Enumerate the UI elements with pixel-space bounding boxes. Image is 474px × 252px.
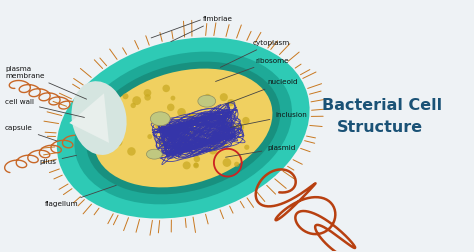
Ellipse shape	[144, 89, 151, 97]
Ellipse shape	[225, 119, 231, 126]
Ellipse shape	[220, 93, 228, 101]
Ellipse shape	[160, 141, 168, 149]
Ellipse shape	[236, 123, 244, 131]
Text: plasmid: plasmid	[226, 145, 296, 157]
Ellipse shape	[223, 158, 231, 167]
Ellipse shape	[218, 133, 225, 141]
Ellipse shape	[146, 149, 162, 159]
Ellipse shape	[234, 162, 239, 167]
Ellipse shape	[150, 112, 170, 126]
Ellipse shape	[177, 108, 186, 117]
Ellipse shape	[204, 94, 211, 101]
Text: fimbriae: fimbriae	[171, 16, 233, 42]
Ellipse shape	[189, 127, 197, 135]
Ellipse shape	[209, 146, 218, 154]
Ellipse shape	[171, 96, 175, 101]
Ellipse shape	[145, 94, 151, 101]
Ellipse shape	[157, 138, 165, 145]
Ellipse shape	[198, 95, 216, 107]
Ellipse shape	[182, 161, 191, 169]
Ellipse shape	[167, 104, 174, 111]
Ellipse shape	[155, 121, 164, 130]
Ellipse shape	[180, 136, 189, 144]
Ellipse shape	[242, 117, 250, 124]
Ellipse shape	[162, 138, 170, 145]
Text: pilus: pilus	[40, 155, 76, 165]
Polygon shape	[69, 93, 109, 143]
Text: flagellum: flagellum	[45, 185, 116, 207]
Ellipse shape	[193, 163, 198, 167]
Ellipse shape	[244, 145, 249, 150]
Ellipse shape	[74, 52, 292, 204]
Ellipse shape	[193, 163, 199, 168]
Text: Bacterial Cell: Bacterial Cell	[322, 98, 442, 113]
Text: inclusion: inclusion	[230, 112, 307, 128]
Ellipse shape	[57, 38, 310, 218]
Ellipse shape	[189, 113, 196, 121]
Ellipse shape	[189, 113, 194, 118]
Text: Structure: Structure	[337, 120, 423, 136]
Text: capsule: capsule	[5, 125, 57, 141]
Ellipse shape	[163, 85, 170, 92]
Ellipse shape	[132, 96, 141, 105]
Ellipse shape	[147, 134, 152, 139]
Ellipse shape	[228, 99, 235, 106]
Ellipse shape	[72, 81, 127, 155]
Text: ribosome: ribosome	[216, 58, 289, 81]
Ellipse shape	[186, 118, 192, 124]
Ellipse shape	[86, 61, 280, 194]
Ellipse shape	[183, 134, 191, 141]
Ellipse shape	[164, 149, 168, 153]
Ellipse shape	[123, 93, 128, 99]
Ellipse shape	[162, 131, 167, 136]
Text: cell wall: cell wall	[5, 99, 84, 117]
Ellipse shape	[94, 69, 273, 187]
Ellipse shape	[127, 147, 136, 156]
Text: nucleoid: nucleoid	[226, 79, 298, 104]
Ellipse shape	[114, 138, 122, 146]
Ellipse shape	[229, 122, 235, 128]
Ellipse shape	[156, 113, 161, 119]
Ellipse shape	[220, 141, 227, 148]
Text: cytoplasm: cytoplasm	[220, 40, 290, 67]
Ellipse shape	[210, 143, 217, 149]
Text: plasma
membrane: plasma membrane	[5, 66, 87, 99]
Ellipse shape	[193, 156, 200, 162]
Ellipse shape	[158, 153, 163, 158]
Ellipse shape	[130, 103, 136, 108]
